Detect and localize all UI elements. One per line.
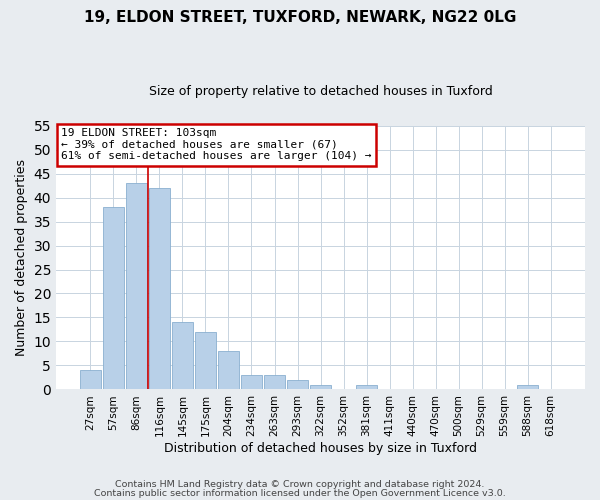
Text: 19 ELDON STREET: 103sqm
← 39% of detached houses are smaller (67)
61% of semi-de: 19 ELDON STREET: 103sqm ← 39% of detache… [61,128,372,162]
Text: 19, ELDON STREET, TUXFORD, NEWARK, NG22 0LG: 19, ELDON STREET, TUXFORD, NEWARK, NG22 … [84,10,516,25]
Bar [287,380,308,390]
Bar [103,207,124,390]
Bar [356,384,377,390]
X-axis label: Distribution of detached houses by size in Tuxford: Distribution of detached houses by size … [164,442,477,455]
Bar [80,370,101,390]
Y-axis label: Number of detached properties: Number of detached properties [15,159,28,356]
Bar [172,322,193,390]
Text: Contains public sector information licensed under the Open Government Licence v3: Contains public sector information licen… [94,490,506,498]
Bar [126,183,147,390]
Text: Contains HM Land Registry data © Crown copyright and database right 2024.: Contains HM Land Registry data © Crown c… [115,480,485,489]
Bar [241,375,262,390]
Bar [149,188,170,390]
Bar [264,375,285,390]
Bar [218,351,239,390]
Bar [517,384,538,390]
Title: Size of property relative to detached houses in Tuxford: Size of property relative to detached ho… [149,85,493,98]
Bar [310,384,331,390]
Bar [195,332,216,390]
